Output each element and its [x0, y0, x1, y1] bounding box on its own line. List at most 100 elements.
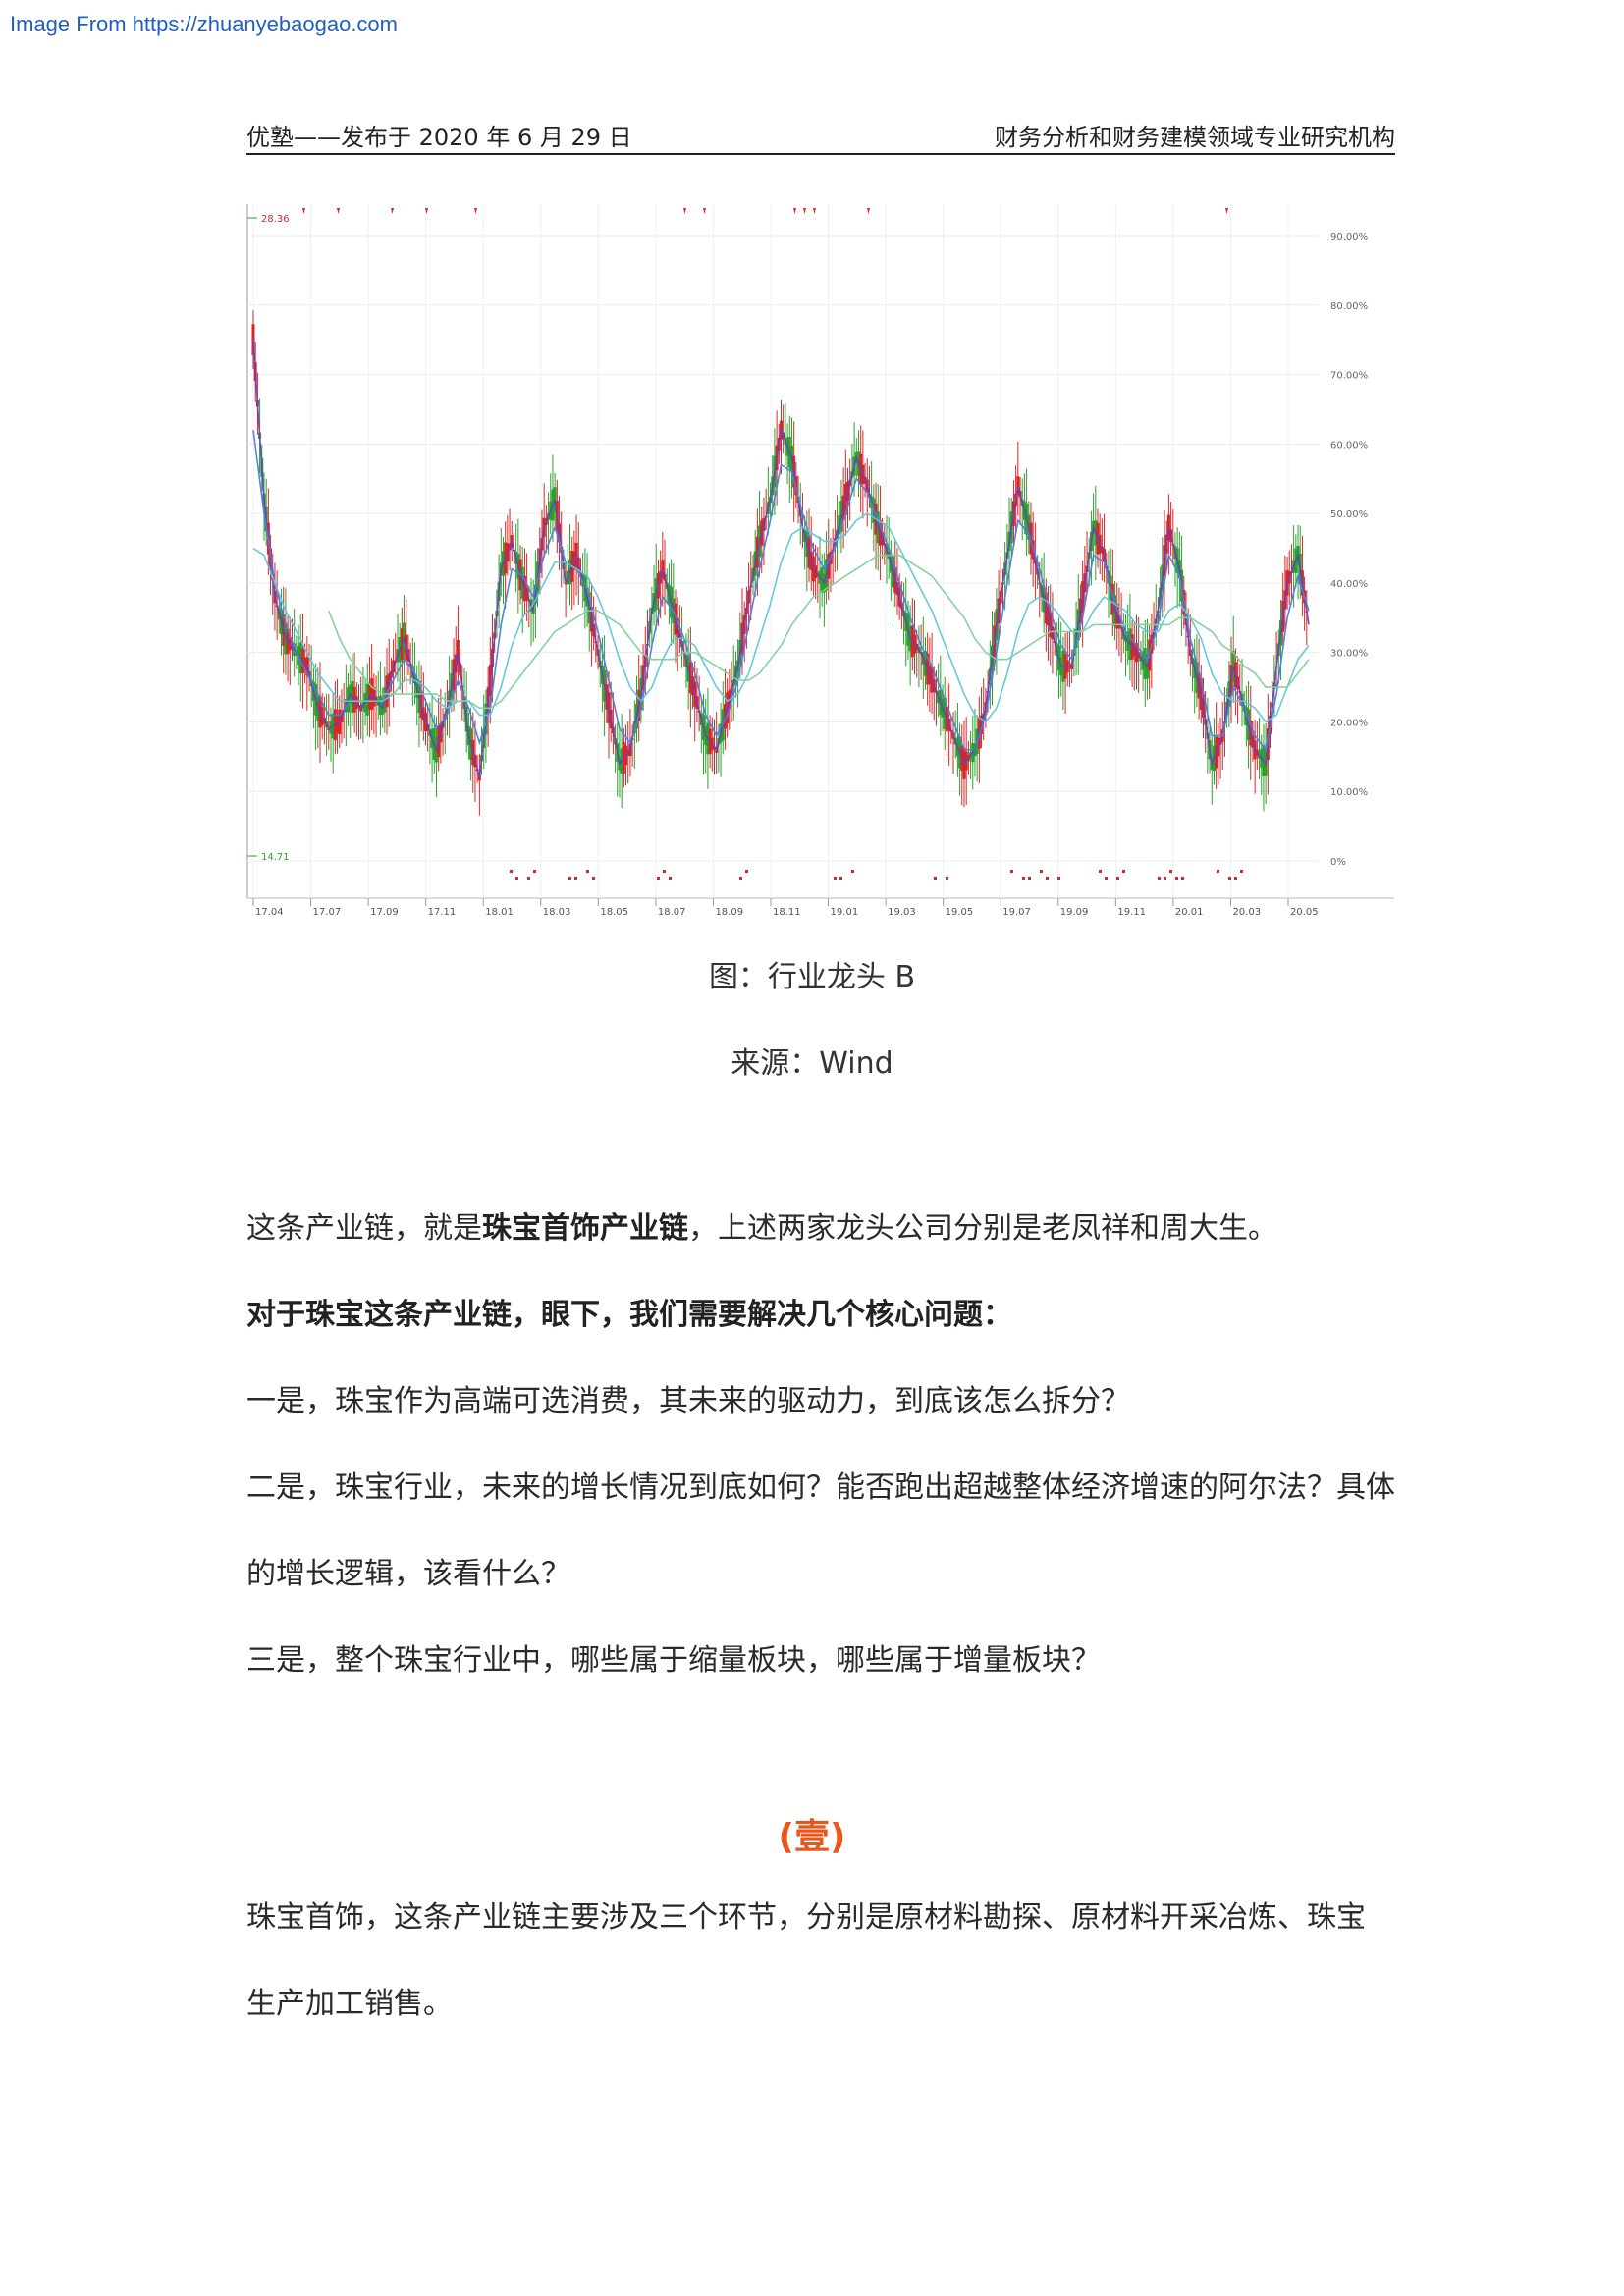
- x-tick-label: 18.03: [543, 907, 571, 918]
- header-org: 财务分析和财务建模领域专业研究机构: [995, 124, 1395, 151]
- p1-text-a: 这条产业链，就是: [246, 1211, 482, 1246]
- max-label: 28.36: [261, 214, 290, 225]
- p2-bold: 对于珠宝这条产业链，眼下，我们需要解决几个核心问题：: [246, 1298, 1012, 1332]
- y-tick-label: 50.00%: [1330, 509, 1368, 520]
- x-tick-label: 17.09: [370, 907, 399, 918]
- candle-body: [564, 582, 568, 585]
- chart-candles: [251, 310, 1309, 816]
- signal-bottom: [533, 870, 536, 873]
- y-tick-label: 80.00%: [1330, 301, 1368, 312]
- paragraph-5: 三是，整个珠宝行业中，哪些属于缩量板块，哪些属于增量板块？: [246, 1643, 1101, 1678]
- y-tick-label: 90.00%: [1330, 232, 1368, 242]
- signal-bottom: [1164, 877, 1166, 880]
- x-tick-label: 18.09: [715, 907, 743, 918]
- series-line-2: [252, 430, 1310, 752]
- signal-top: [867, 208, 870, 214]
- signal-bottom: [1022, 877, 1025, 880]
- signal-top: [803, 208, 806, 214]
- page-header: 优塾——发布于 2020 年 6 月 29 日 财务分析和财务建模领域专业研究机…: [246, 116, 1395, 155]
- signal-top: [302, 208, 305, 214]
- signal-bottom: [586, 870, 589, 873]
- signal-top: [1225, 208, 1228, 214]
- chart-svg: 0% 10.00% 20.00% 30.00% 40.00% 50.00% 60.00% 70…: [246, 204, 1394, 918]
- paragraph-3: 一是，珠宝作为高端可选消费，其未来的驱动力，到底该怎么拆分？: [246, 1384, 1130, 1418]
- series-line-1: [252, 340, 1310, 778]
- x-tick-label: 19.01: [831, 907, 859, 918]
- y-tick-label: 10.00%: [1330, 787, 1368, 798]
- signal-bottom: [739, 877, 742, 880]
- source-caption: 来源：Wind: [731, 1046, 893, 1081]
- stock-chart: 0% 10.00% 20.00% 30.00% 40.00% 50.00% 60.00% 70…: [244, 196, 1397, 923]
- x-tick-label: 18.11: [773, 907, 801, 918]
- x-tick-label: 20.03: [1232, 907, 1261, 918]
- x-tick-label: 18.07: [658, 907, 686, 918]
- series-line-4: [328, 554, 1310, 710]
- signal-bottom: [1122, 870, 1125, 873]
- signal-bottom: [1175, 877, 1178, 880]
- y-tick-label: 70.00%: [1330, 371, 1368, 382]
- signal-bottom: [1217, 870, 1219, 873]
- paragraph-2: 对于珠宝这条产业链，眼下，我们需要解决几个核心问题：: [246, 1296, 1395, 1335]
- signal-bottom: [657, 877, 660, 880]
- signal-top: [391, 208, 394, 214]
- chart-y-ticks: 0% 10.00% 20.00% 30.00% 40.00% 50.00% 60.00% 70…: [1330, 232, 1368, 868]
- watermark-link[interactable]: Image From https://zhuanyebaogao.com: [10, 12, 398, 36]
- signal-bottom: [839, 877, 842, 880]
- y-tick-label: 30.00%: [1330, 649, 1368, 660]
- signal-bottom: [934, 877, 937, 880]
- signal-top: [683, 208, 686, 214]
- signal-bottom: [669, 877, 672, 880]
- signal-bottom: [592, 877, 595, 880]
- signal-bottom: [1181, 877, 1184, 880]
- signal-bottom: [510, 870, 513, 873]
- signal-top: [703, 208, 706, 214]
- chart-markers: 28.36 14.71: [247, 208, 1243, 880]
- x-tick-label: 19.03: [888, 907, 916, 918]
- paragraph-1: 这条产业链，就是珠宝首饰产业链，上述两家龙头公司分别是老凤祥和周大生。: [246, 1209, 1395, 1249]
- y-tick-label: 20.00%: [1330, 718, 1368, 728]
- x-tick-label: 20.05: [1290, 907, 1319, 918]
- signal-bottom: [515, 877, 518, 880]
- signal-bottom: [1169, 870, 1172, 873]
- y-tick-label: 40.00%: [1330, 579, 1368, 590]
- signal-bottom: [851, 870, 854, 873]
- x-tick-label: 18.05: [600, 907, 628, 918]
- paragraph-4-line-2: 的增长逻辑，该看什么？: [246, 1557, 570, 1591]
- signal-bottom: [1046, 877, 1049, 880]
- signal-bottom: [1228, 877, 1231, 880]
- x-tick-label: 19.05: [946, 907, 974, 918]
- series-line-3: [252, 512, 1310, 723]
- y-tick-label: 60.00%: [1330, 440, 1368, 451]
- x-tick-label: 18.01: [485, 907, 514, 918]
- signal-bottom: [1010, 870, 1013, 873]
- section-title: (壹): [778, 1817, 846, 1857]
- signal-bottom: [663, 870, 666, 873]
- figure-caption: 图：行业龙头 B: [708, 960, 916, 994]
- signal-bottom: [568, 877, 571, 880]
- signal-bottom: [1116, 877, 1119, 880]
- chart-grid: [246, 204, 1394, 906]
- signal-bottom: [1158, 877, 1161, 880]
- signal-bottom: [745, 870, 748, 873]
- candle-body: [251, 324, 255, 356]
- x-tick-label: 19.07: [1002, 907, 1031, 918]
- signal-bottom: [1105, 877, 1108, 880]
- signal-bottom: [834, 877, 837, 880]
- x-tick-label: 17.11: [428, 907, 457, 918]
- signal-bottom: [1040, 870, 1043, 873]
- signal-bottom: [1057, 877, 1060, 880]
- signal-bottom: [527, 877, 530, 880]
- paragraph-6-line-2: 生产加工销售。: [246, 1987, 453, 2021]
- signal-bottom: [1240, 870, 1243, 873]
- chart-lines: [252, 340, 1310, 778]
- signal-top: [337, 208, 340, 214]
- y-tick-label: 0%: [1330, 857, 1346, 868]
- signal-bottom: [1099, 870, 1102, 873]
- p1-bold: 珠宝首饰产业链: [482, 1211, 688, 1246]
- x-tick-label: 20.01: [1175, 907, 1204, 918]
- paragraph-6-line-1: 珠宝首饰，这条产业链主要涉及三个环节，分别是原材料勘探、原材料开采冶炼、珠宝: [246, 1900, 1366, 1935]
- signal-top: [813, 208, 816, 214]
- signal-bottom: [946, 877, 948, 880]
- header-date: 优塾——发布于 2020 年 6 月 29 日: [246, 124, 632, 151]
- x-tick-label: 17.04: [255, 907, 284, 918]
